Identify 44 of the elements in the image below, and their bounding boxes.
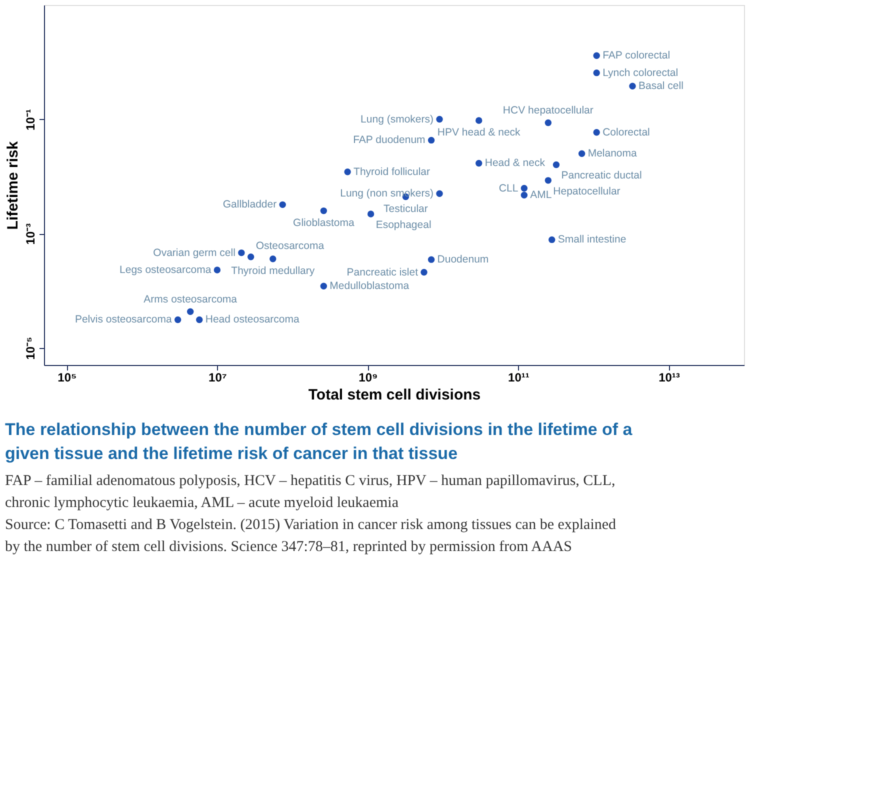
text: FAP – familial adenomatous polyposis, HCV – hepatitis C virus, HPV – human papillomavirus, CLL, chronic lymphocytic leukaemia, AML – acute myeloid leukaemia: [5, 473, 616, 511]
annotation: Head osteosarcoma: [205, 314, 300, 326]
x-tick-label: 10⁷: [208, 370, 227, 384]
annotation: Lung (non smokers): [340, 188, 434, 200]
y-tick-label: 10⁻³: [24, 223, 38, 245]
annotation: Lung (smokers): [360, 113, 434, 126]
annotation: Legs osteosarcoma: [120, 264, 212, 276]
annotation: Pelvis osteosarcoma: [74, 314, 172, 326]
annotation: Esophageal: [376, 218, 432, 231]
annotation: Glioblastoma: [293, 216, 354, 229]
x-tick-label: 10⁹: [358, 370, 378, 384]
annotation: Testicular: [384, 202, 428, 215]
x-tick-label: 10⁵: [58, 370, 77, 384]
annotation: Head & neck: [484, 157, 546, 170]
y-tick-label: 10⁻⁵: [24, 336, 38, 360]
annotation: Medulloblastoma: [330, 280, 410, 292]
x-axis-title: Total stem cell divisions: [308, 386, 481, 404]
annotation: CLL: [498, 182, 518, 194]
annotation: FAP duodenum: [353, 134, 426, 146]
x-tick-label: 10¹¹: [508, 370, 530, 384]
annotation: Arms osteosarcoma: [144, 294, 238, 306]
annotation: Thyroid follicular: [354, 166, 431, 178]
annotation: Melanoma: [588, 148, 638, 160]
annotation: Gallbladder: [222, 198, 278, 211]
annotation: Thyroid medullary: [231, 264, 316, 277]
y-tick-label: 10⁻¹: [24, 109, 38, 130]
y-axis-title: Lifetime risk: [4, 140, 22, 230]
annotation: Lynch colorectal: [602, 66, 678, 79]
annotation: HPV head & neck: [437, 126, 522, 139]
text: The relationship between the number of stem cell divisions in the lifetime of a given tissue and the lifetime risk of cancer in that tissue: [5, 420, 633, 463]
annotation: Pancreatic ductal: [561, 170, 642, 182]
annotation: Hepatocellular: [553, 185, 621, 198]
annotation: FAP colorectal: [602, 50, 670, 62]
annotation: HCV hepatocellular: [502, 104, 594, 117]
annotation: Ovarian germ cell: [153, 246, 236, 259]
annotation: AML: [530, 189, 552, 202]
source-note: Source: C Tomasetti and B Vogelstein. (2015) Variation in cancer risk among tissues can be explained by the number of stem cell divisions. Science 347:78–81, reprinted by permission from AAAS: [5, 517, 617, 555]
annotation: Pancreatic islet: [346, 266, 418, 278]
annotation: Duodenum: [437, 254, 489, 266]
annotation: Osteosarcoma: [256, 240, 324, 252]
x-tick-label: 10¹³: [658, 370, 680, 384]
annotation: Small intestine: [558, 234, 626, 246]
annotation: Colorectal: [602, 126, 650, 138]
annotation: Basal cell: [638, 80, 684, 92]
